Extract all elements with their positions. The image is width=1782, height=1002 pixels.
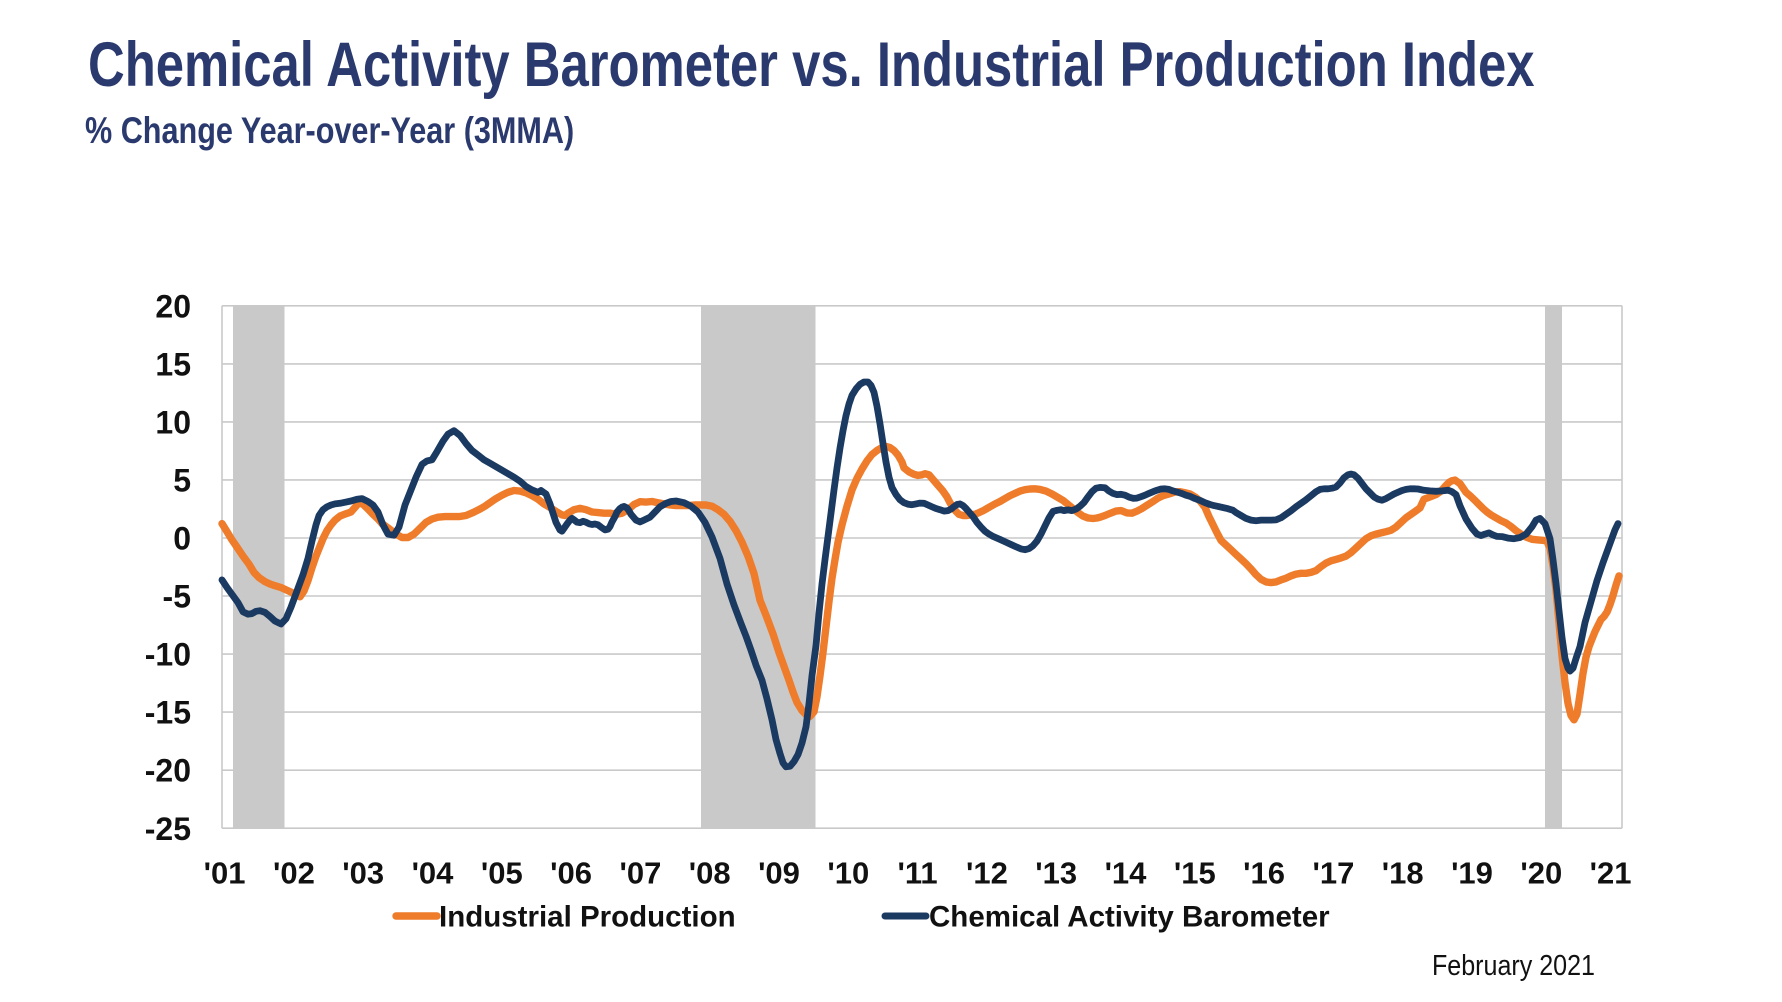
- svg-text:'04: '04: [412, 856, 455, 891]
- svg-text:'10: '10: [827, 856, 869, 891]
- svg-text:5: 5: [173, 462, 191, 498]
- svg-text:'13: '13: [1035, 856, 1077, 891]
- svg-text:'05: '05: [481, 856, 523, 891]
- svg-text:-20: -20: [145, 753, 191, 789]
- svg-text:'08: '08: [689, 856, 731, 891]
- svg-text:-25: -25: [145, 811, 191, 847]
- svg-text:'11: '11: [898, 856, 938, 891]
- svg-text:-10: -10: [145, 637, 191, 673]
- svg-text:'18: '18: [1382, 856, 1424, 891]
- svg-text:'20: '20: [1520, 856, 1562, 891]
- svg-text:Chemical Activity Barometer: Chemical Activity Barometer: [929, 901, 1330, 934]
- svg-text:'21: '21: [1590, 856, 1632, 891]
- svg-text:15: 15: [155, 346, 191, 382]
- svg-text:20: 20: [155, 288, 191, 324]
- svg-text:Industrial Production: Industrial Production: [439, 901, 736, 934]
- svg-text:-15: -15: [145, 695, 191, 731]
- svg-text:'06: '06: [550, 856, 592, 891]
- svg-text:'01: '01: [204, 856, 246, 891]
- svg-text:-5: -5: [163, 579, 191, 615]
- svg-text:'07: '07: [619, 856, 661, 891]
- svg-text:'02: '02: [273, 856, 315, 891]
- svg-text:'16: '16: [1243, 856, 1285, 891]
- svg-text:'09: '09: [758, 856, 800, 891]
- svg-text:February 2021: February 2021: [1432, 950, 1595, 982]
- svg-text:'03: '03: [342, 856, 384, 891]
- svg-text:'12: '12: [966, 856, 1008, 891]
- svg-text:'15: '15: [1174, 856, 1216, 891]
- svg-text:10: 10: [155, 404, 191, 440]
- svg-text:'17: '17: [1312, 856, 1354, 891]
- svg-text:0: 0: [173, 521, 191, 557]
- svg-text:'19: '19: [1451, 856, 1493, 891]
- svg-text:'14: '14: [1105, 856, 1148, 891]
